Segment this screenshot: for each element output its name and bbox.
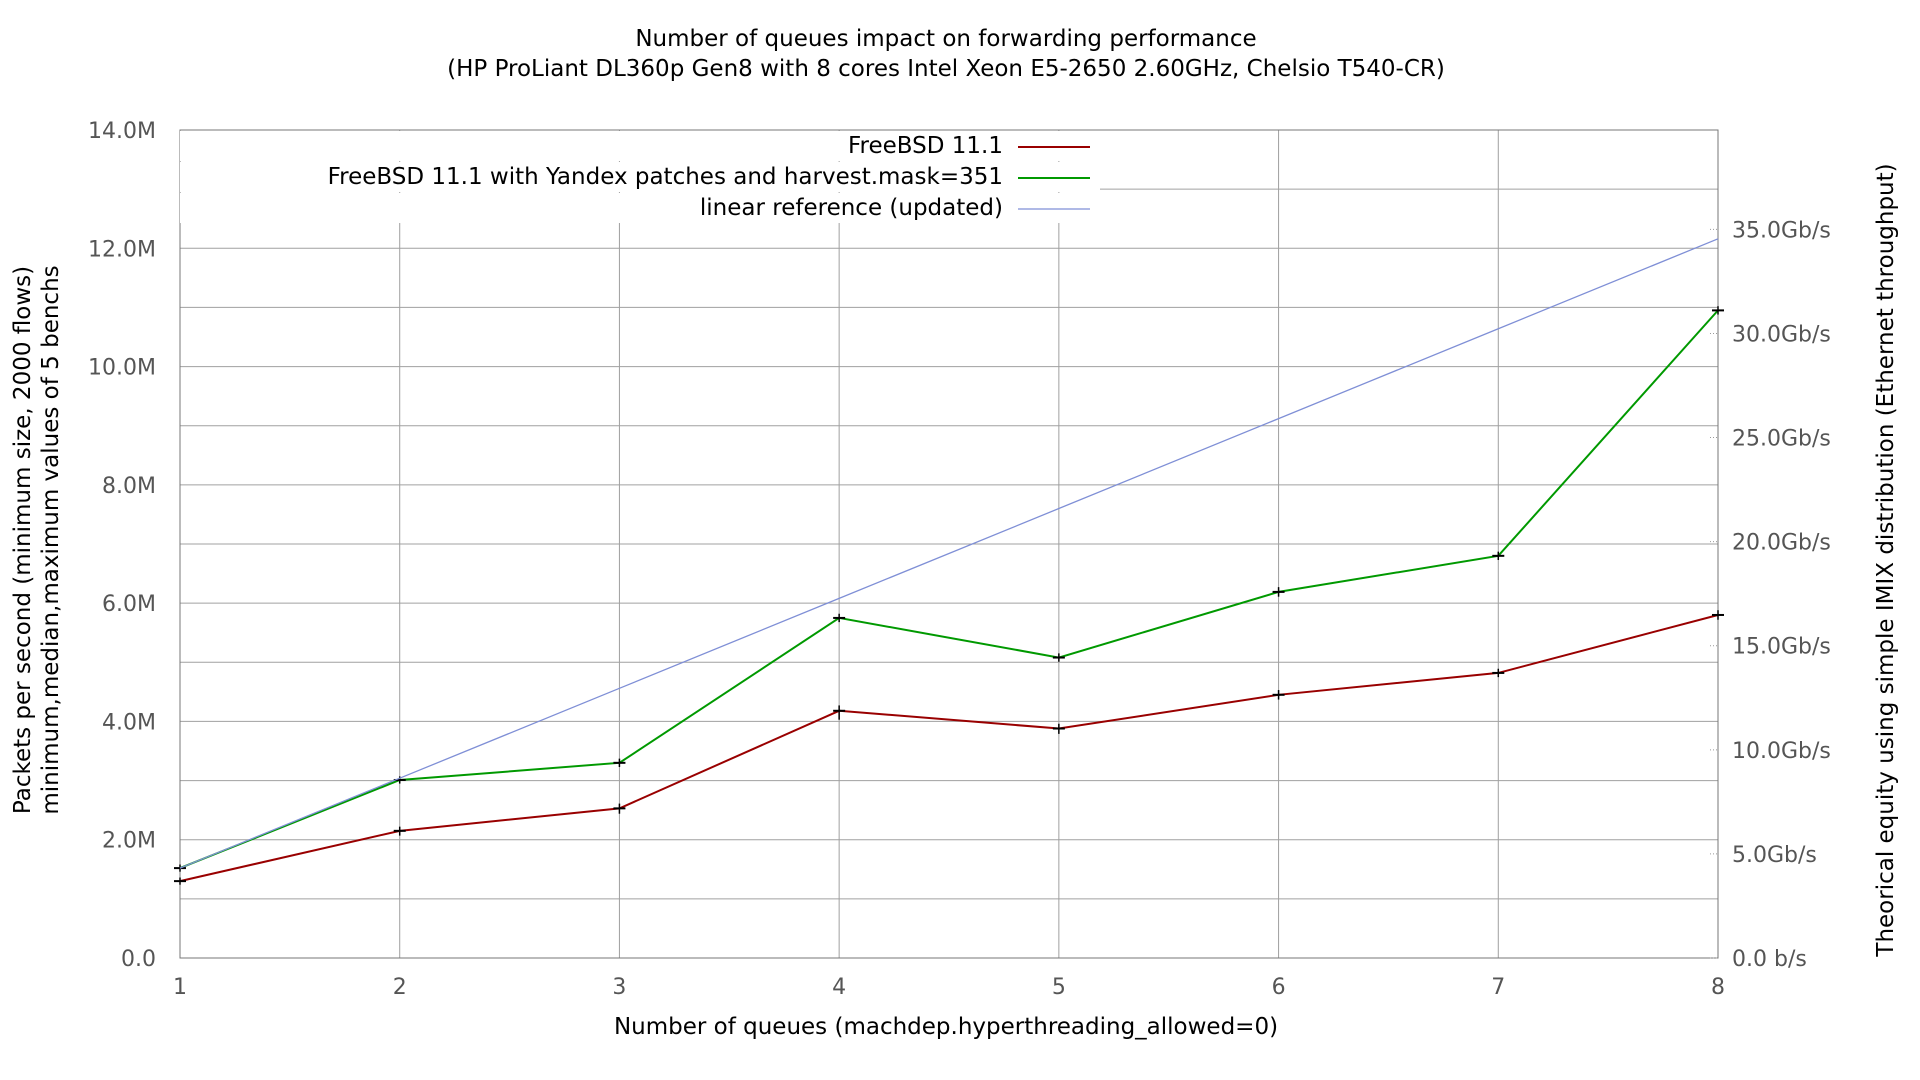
legend-label-2: FreeBSD 11.1 with Yandex patches and har… <box>328 164 1003 190</box>
y2-tick-label: 20.0Gb/s <box>1732 531 1831 556</box>
x-tick-label: 7 <box>1491 975 1505 1000</box>
series-line-2 <box>179 309 1719 870</box>
y-tick-label: 6.0M <box>102 592 156 617</box>
y2-tick-label: 25.0Gb/s <box>1732 427 1831 452</box>
y-axis-title: Packets per second (minimum size, 2000 f… <box>10 266 36 814</box>
x-tick-label: 1 <box>173 975 187 1000</box>
legend-label-1: FreeBSD 11.1 <box>848 133 1003 159</box>
x-tick-label: 3 <box>612 975 626 1000</box>
y-tick-label: 10.0M <box>88 356 156 381</box>
plot-frame <box>179 129 1719 959</box>
y-tick-label: 2.0M <box>102 829 156 854</box>
y2-tick-label: 30.0Gb/s <box>1732 322 1831 347</box>
y2-axis-title: Theorical equity using simple IMIX distr… <box>1873 163 1899 957</box>
series-line-1 <box>179 614 1719 883</box>
axis-ticks: 1 2 3 4 5 6 7 8 0.0 2.0M 4.0M 6.0M 8.0M 10.0M 12.0M 14.… <box>88 119 1831 1000</box>
grid-lines <box>179 129 1719 959</box>
y-axis-subtitle: minimum,median,maximum values of 5 bench… <box>38 265 64 814</box>
y-tick-label: 4.0M <box>102 710 156 735</box>
y2-tick-label: 0.0 b/s <box>1732 947 1807 972</box>
x-axis-title: Number of queues (machdep.hyperthreading… <box>614 1014 1278 1040</box>
x-tick-label: 2 <box>393 975 407 1000</box>
legend-label-3: linear reference (updated) <box>700 195 1003 221</box>
chart-subtitle: (HP ProLiant DL360p Gen8 with 8 cores In… <box>447 56 1445 82</box>
y-tick-label: 8.0M <box>102 474 156 499</box>
y2-tick-label: 15.0Gb/s <box>1732 635 1831 660</box>
legend-backdrop <box>180 162 1100 192</box>
y-tick-label: 14.0M <box>88 119 156 144</box>
series-line-3 <box>179 238 1719 869</box>
x-tick-label: 6 <box>1272 975 1286 1000</box>
y2-tick-label: 10.0Gb/s <box>1732 739 1831 764</box>
x-tick-label: 4 <box>832 975 846 1000</box>
y-tick-label: 0.0 <box>121 947 156 972</box>
chart-title: Number of queues impact on forwarding pe… <box>635 26 1256 52</box>
legend: FreeBSD 11.1 FreeBSD 11.1 with Yandex pat… <box>180 131 1100 223</box>
y-tick-label: 12.0M <box>88 237 156 262</box>
x-tick-label: 5 <box>1052 975 1066 1000</box>
y2-tick-label: 35.0Gb/s <box>1732 218 1831 243</box>
series-layer <box>174 238 1724 885</box>
x-tick-label: 8 <box>1711 975 1725 1000</box>
y2-tick-label: 5.0Gb/s <box>1732 843 1817 868</box>
legend-backdrop <box>180 193 1100 223</box>
legend-backdrop <box>180 131 1100 161</box>
